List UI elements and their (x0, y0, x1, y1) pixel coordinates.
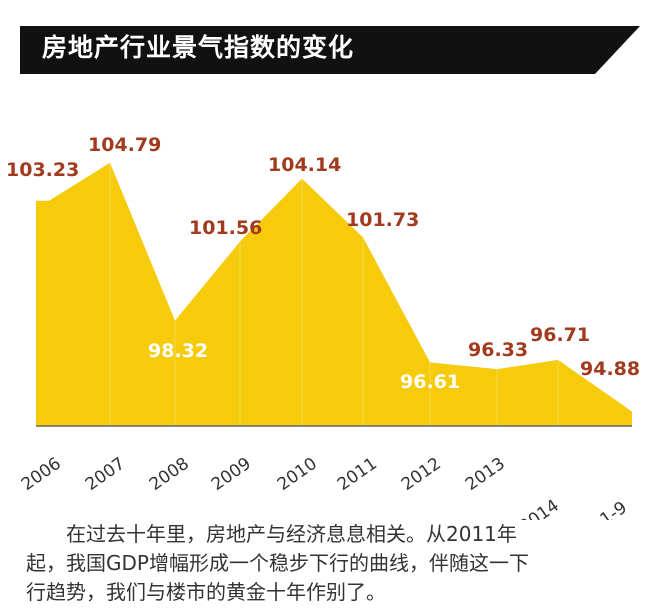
value-label: 101.73 (346, 209, 419, 231)
caption-line-3: 行趋势，我们与楼市的黄金十年作别了。 (26, 580, 386, 604)
value-label: 104.14 (268, 154, 341, 176)
caption-line-2: 起，我国GDP增幅形成一个稳步下行的曲线，伴随这一下 (26, 551, 529, 575)
title-banner (20, 26, 640, 74)
value-label: 104.79 (88, 134, 161, 156)
x-tick-label: 2009 (208, 454, 255, 495)
value-label: 94.88 (580, 358, 640, 380)
chart-title: 房地产行业景气指数的变化 (42, 33, 355, 62)
value-label: 101.56 (189, 217, 262, 239)
value-label: 96.71 (530, 324, 590, 346)
caption-line-1: 在过去十年里，房地产与经济息息相关。从2011年 (66, 522, 517, 546)
x-tick-label: 2014 (516, 496, 563, 520)
x-tick-label: 2006 (18, 454, 65, 495)
value-label: 96.33 (468, 339, 528, 361)
caption: 在过去十年里，房地产与经济息息相关。从2011年 起，我国GDP增幅形成一个稳步… (26, 520, 641, 607)
x-tick-label: 2015.1-9 (557, 498, 631, 520)
area-series (36, 162, 632, 426)
x-tick-label: 2007 (82, 454, 129, 495)
x-tick-label: 2012 (398, 454, 445, 495)
x-tick-label: 2010 (274, 454, 321, 495)
x-tick-label: 2011 (334, 454, 381, 495)
value-label: 96.61 (400, 371, 460, 393)
x-tick-label: 2013 (462, 454, 509, 495)
value-label: 98.32 (148, 340, 208, 362)
value-label: 103.23 (6, 159, 79, 181)
x-tick-label: 2008 (146, 454, 193, 495)
area-chart: 103.23 104.79 98.32 101.56 104.14 101.73 96.61… (6, 134, 640, 520)
